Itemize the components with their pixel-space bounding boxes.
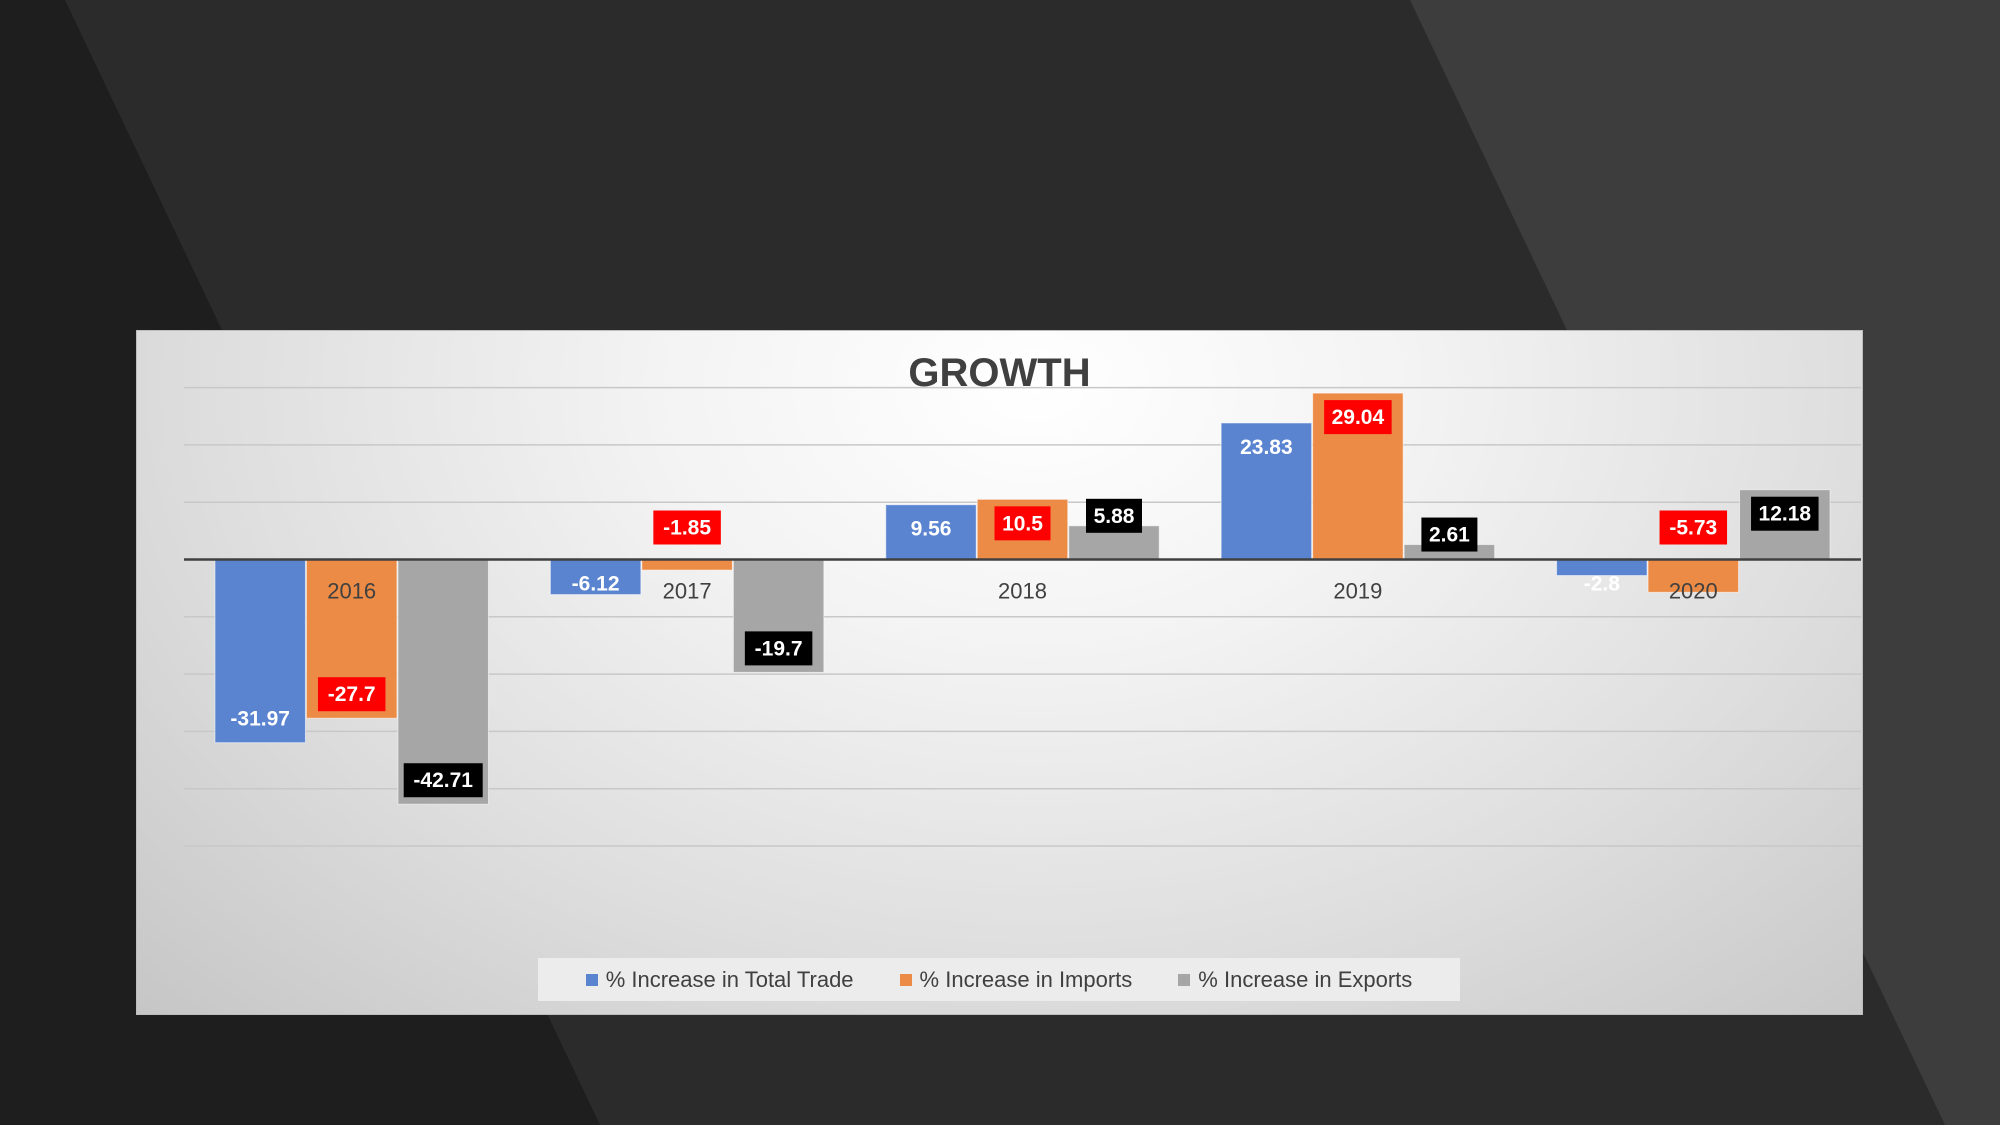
data-label-background — [744, 631, 813, 666]
data-label: -5.73 — [1669, 517, 1717, 540]
chart-area[interactable]: 2016 2017 2018 2019 2020 -31.97 -27.7 -42.71 -6.… — [137, 331, 1862, 1014]
data-label-background — [317, 677, 386, 712]
legend-label: % Increase in Exports — [1198, 966, 1413, 992]
chart-title: GROWTH — [908, 351, 1091, 395]
legend-label: % Increase in Total Trade — [605, 966, 854, 992]
bar — [1220, 422, 1313, 560]
x-tick-label: 2016 — [327, 579, 376, 604]
data-label: 23.83 — [1240, 436, 1293, 459]
data-label: -6.12 — [572, 573, 620, 596]
data-label: 29.04 — [1332, 406, 1385, 429]
data-label-background — [403, 763, 483, 798]
legend-item: % Increase in Exports — [1178, 967, 1412, 993]
data-label: -2.8 — [1584, 573, 1621, 596]
legend-swatch — [585, 973, 598, 986]
data-label: 12.18 — [1759, 503, 1812, 526]
legend-item: % Increase in Imports — [899, 966, 1133, 993]
data-label: -31.97 — [230, 708, 290, 731]
data-label: -42.71 — [413, 769, 473, 792]
data-label: 9.56 — [911, 518, 952, 541]
data-label: -27.7 — [328, 683, 376, 706]
legend-item: % Increase in Total Trade — [585, 966, 854, 993]
bar — [641, 559, 733, 571]
data-label-background — [1086, 498, 1142, 533]
data-label: -19.7 — [755, 637, 803, 660]
data-label-background — [1751, 496, 1819, 531]
data-label-background — [1659, 510, 1728, 545]
x-tick-label: 2017 — [663, 579, 712, 604]
x-tick-label: 2018 — [998, 579, 1047, 604]
legend-swatch — [899, 973, 912, 986]
legend-swatch — [1178, 973, 1191, 986]
legend-label: % Increase in Imports — [919, 966, 1133, 992]
chart-legend: % Increase in Total Trade % Increase in I… — [538, 958, 1460, 1001]
data-label-background — [994, 506, 1051, 541]
data-label: -1.85 — [663, 517, 711, 540]
data-label-background — [1421, 517, 1478, 552]
x-tick-label: 2019 — [1333, 579, 1382, 604]
data-label: 5.88 — [1094, 505, 1135, 528]
x-tick-label: 2020 — [1669, 579, 1718, 604]
data-label: 10.5 — [1002, 512, 1043, 535]
data-label-background — [1324, 400, 1392, 435]
bar — [1647, 559, 1740, 593]
chart-plot: 2016 2017 2018 2019 2020 -31.97 -27.7 -42.71 -6.… — [184, 386, 1861, 847]
data-label: 2.61 — [1429, 524, 1470, 547]
bar — [885, 504, 977, 561]
data-label-background — [653, 510, 721, 545]
